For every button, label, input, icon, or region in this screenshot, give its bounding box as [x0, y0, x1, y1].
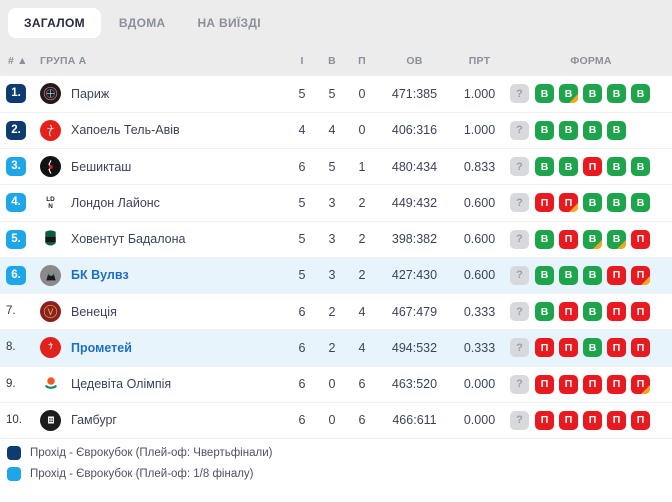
svg-text:N: N	[48, 204, 53, 211]
svg-text:LD: LD	[46, 196, 55, 203]
